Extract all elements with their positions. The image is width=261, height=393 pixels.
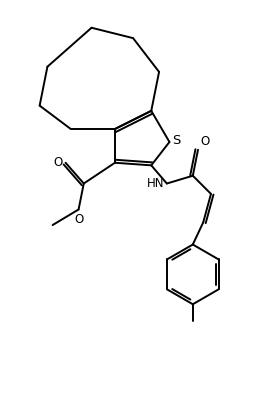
- Text: O: O: [201, 136, 210, 149]
- Text: O: O: [53, 156, 62, 169]
- Text: O: O: [74, 213, 83, 226]
- Text: S: S: [173, 134, 181, 147]
- Text: HN: HN: [147, 177, 165, 190]
